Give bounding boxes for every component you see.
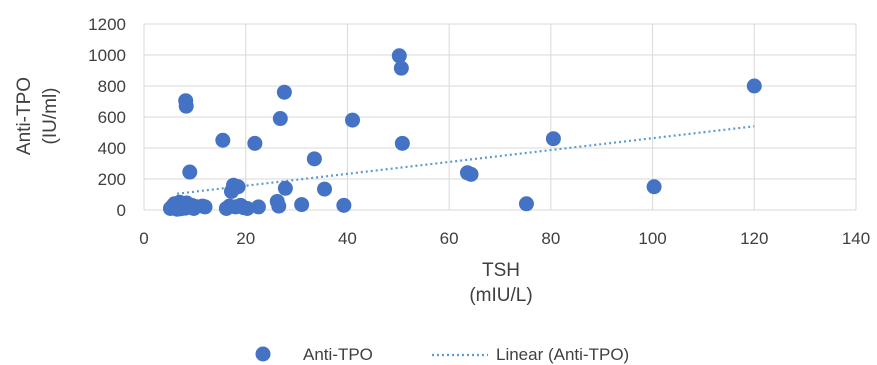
- data-point: [394, 135, 410, 151]
- data-point: [230, 179, 246, 195]
- data-point: [646, 179, 662, 195]
- data-point: [393, 60, 409, 76]
- data-point: [169, 201, 185, 217]
- legend-label-trendline: Linear (Anti-TPO): [496, 345, 629, 364]
- data-point: [247, 135, 263, 151]
- data-point: [463, 166, 479, 182]
- data-point: [336, 197, 352, 213]
- y-axis-ticks: 0 200 400 600 800 1000 1200: [88, 15, 126, 220]
- data-point: [518, 196, 534, 212]
- legend-label-anti-tpo: Anti-TPO: [303, 345, 373, 364]
- data-point: [272, 111, 288, 127]
- y-tick-label: 0: [117, 201, 126, 220]
- y-tick-label: 800: [98, 77, 126, 96]
- data-point: [250, 199, 266, 215]
- y-axis-title-line2: (IU/ml): [40, 88, 61, 145]
- x-tick-label: 80: [541, 229, 560, 248]
- x-tick-label: 140: [842, 229, 870, 248]
- data-point: [391, 48, 407, 64]
- data-point: [239, 200, 255, 216]
- x-axis-ticks: 0 20 40 60 80 100 120 140: [139, 229, 870, 248]
- y-tick-label: 600: [98, 108, 126, 127]
- data-point: [317, 181, 333, 197]
- data-points: [162, 48, 762, 217]
- data-point: [746, 78, 762, 94]
- y-tick-label: 400: [98, 139, 126, 158]
- y-axis-title: Anti-TPO (IU/ml): [14, 77, 61, 155]
- x-tick-label: 120: [740, 229, 768, 248]
- data-point: [306, 151, 322, 167]
- data-point: [215, 132, 231, 148]
- data-point: [197, 199, 213, 215]
- x-tick-label: 100: [638, 229, 666, 248]
- data-point: [294, 197, 310, 213]
- data-point: [178, 98, 194, 114]
- x-tick-label: 20: [236, 229, 255, 248]
- data-point: [276, 84, 292, 100]
- legend-marker-anti-tpo: [255, 346, 271, 362]
- y-tick-label: 1000: [88, 46, 126, 65]
- y-tick-label: 200: [98, 170, 126, 189]
- x-tick-label: 60: [440, 229, 459, 248]
- gridlines: [143, 23, 857, 211]
- data-point: [277, 180, 293, 196]
- data-point: [271, 198, 287, 214]
- data-point: [545, 131, 561, 147]
- x-tick-label: 40: [338, 229, 357, 248]
- data-point: [345, 112, 361, 128]
- y-tick-label: 1200: [88, 15, 126, 34]
- legend: Anti-TPO Linear (Anti-TPO): [255, 345, 629, 364]
- x-axis-title-line2: (mIU/L): [469, 285, 532, 306]
- y-axis-title-line1: Anti-TPO: [14, 77, 35, 155]
- x-axis-title-line1: TSH: [482, 260, 520, 281]
- linear-trendline: [176, 125, 755, 195]
- data-point: [182, 164, 198, 180]
- x-tick-label: 0: [139, 229, 148, 248]
